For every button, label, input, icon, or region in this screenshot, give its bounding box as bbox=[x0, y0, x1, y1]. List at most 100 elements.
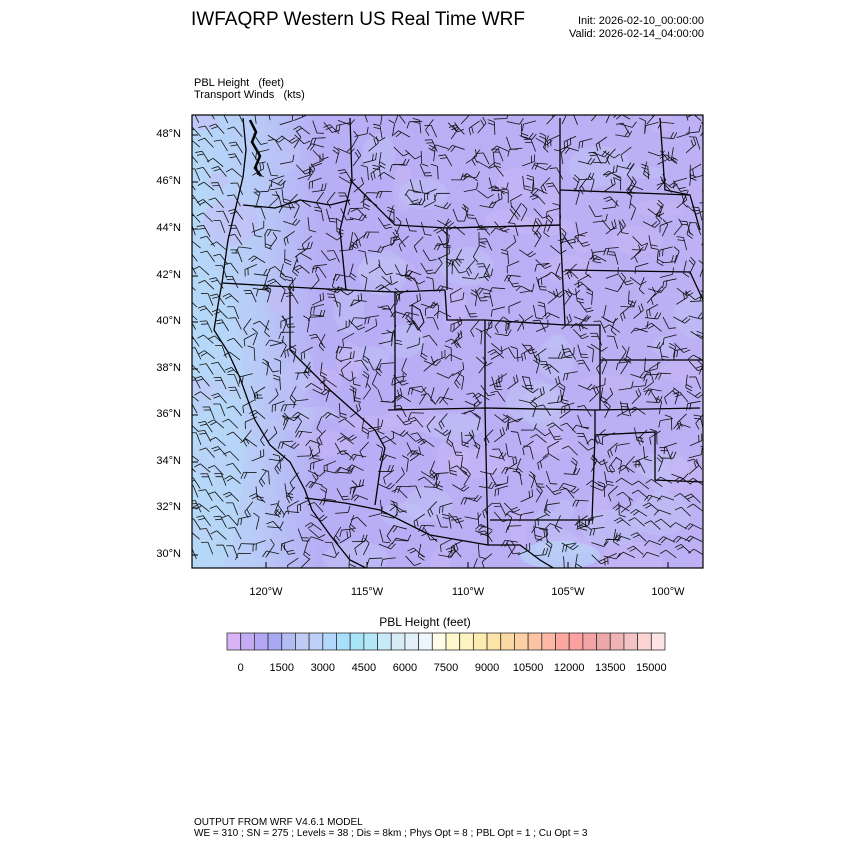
wind-barb bbox=[199, 363, 214, 375]
wind-barb bbox=[196, 212, 213, 223]
wind-barb bbox=[535, 319, 549, 332]
wind-barb bbox=[310, 273, 320, 290]
wind-barb bbox=[284, 249, 292, 266]
wind-barb bbox=[676, 193, 688, 209]
wind-barb bbox=[353, 177, 365, 193]
wind-barb bbox=[210, 293, 225, 305]
wind-barb bbox=[297, 168, 311, 180]
wind-barb bbox=[434, 202, 452, 210]
colorbar-label: 7500 bbox=[433, 662, 459, 674]
wind-barb bbox=[375, 358, 383, 376]
wind-barb bbox=[474, 288, 488, 302]
wind-barb bbox=[223, 262, 239, 274]
wind-barb bbox=[393, 287, 401, 305]
colorbar-label: 9000 bbox=[474, 662, 500, 674]
wind-barb bbox=[433, 243, 451, 251]
wind-barb bbox=[413, 236, 424, 253]
colorbar-swatch bbox=[336, 632, 351, 651]
wind-barb bbox=[620, 357, 628, 375]
wind-barb bbox=[406, 320, 422, 332]
wind-barb bbox=[578, 301, 594, 313]
wind-barb bbox=[605, 115, 610, 124]
wind-barb bbox=[252, 222, 262, 238]
wind-barb bbox=[193, 266, 210, 276]
wind-barb bbox=[662, 278, 677, 289]
wind-barb bbox=[553, 149, 564, 165]
wind-barb bbox=[426, 317, 439, 330]
wind-barb bbox=[546, 214, 554, 232]
colorbar-label: 6000 bbox=[392, 662, 418, 674]
wind-barb bbox=[424, 124, 438, 138]
wind-barb bbox=[579, 177, 588, 195]
wind-barb bbox=[539, 132, 547, 149]
wind-barb bbox=[646, 341, 664, 349]
wind-barb bbox=[422, 334, 438, 346]
wind-barb bbox=[614, 174, 622, 191]
wind-barb bbox=[601, 316, 619, 324]
wind-barb bbox=[461, 173, 478, 182]
wind-barb bbox=[576, 359, 591, 372]
wind-barb bbox=[300, 346, 313, 361]
wind-barb bbox=[673, 177, 688, 189]
wind-barb bbox=[488, 185, 505, 195]
wind-barb bbox=[532, 319, 546, 332]
wind-barb bbox=[454, 371, 462, 389]
wind-barb bbox=[368, 259, 381, 274]
wind-barb bbox=[213, 253, 229, 265]
model-version: OUTPUT FROM WRF V4.6.1 MODEL bbox=[194, 817, 363, 828]
wind-barb bbox=[393, 146, 410, 157]
wind-barb bbox=[192, 184, 196, 191]
wind-barb bbox=[482, 292, 494, 307]
wind-barb bbox=[340, 208, 354, 221]
wind-barb bbox=[230, 249, 243, 263]
wind-barb bbox=[342, 332, 355, 347]
colorbar-label: 0 bbox=[237, 662, 244, 674]
wind-barb bbox=[474, 217, 488, 230]
wind-barb bbox=[264, 319, 271, 338]
wind-barb bbox=[303, 315, 310, 333]
wind-barb bbox=[309, 137, 326, 146]
wind-barb bbox=[478, 356, 487, 374]
colorbar-swatch bbox=[267, 632, 283, 651]
wind-barb bbox=[252, 161, 265, 176]
wind-barb bbox=[363, 192, 380, 200]
wind-barb bbox=[354, 359, 369, 372]
wind-barb bbox=[433, 310, 452, 318]
wind-barb bbox=[607, 251, 619, 265]
wind-barb bbox=[192, 212, 201, 223]
wind-barb bbox=[196, 199, 214, 209]
wind-barb bbox=[350, 208, 367, 219]
wind-barb bbox=[451, 316, 463, 333]
great-salt-lake bbox=[411, 304, 425, 331]
wind-barb bbox=[555, 263, 561, 281]
wind-barb bbox=[310, 153, 324, 166]
wind-barb bbox=[268, 115, 271, 121]
wind-barb bbox=[634, 262, 649, 274]
wind-barb bbox=[577, 274, 590, 288]
wind-barb bbox=[574, 231, 588, 244]
wind-barb bbox=[504, 274, 521, 282]
wind-barb bbox=[574, 235, 591, 247]
wind-barb bbox=[432, 350, 446, 363]
wind-barb bbox=[434, 257, 443, 275]
wind-barb bbox=[326, 191, 336, 209]
wind-barb bbox=[642, 221, 661, 228]
wind-barb bbox=[521, 315, 534, 330]
wind-barb bbox=[311, 266, 327, 279]
wind-barb bbox=[390, 311, 408, 318]
wind-barb bbox=[420, 343, 428, 361]
wind-barb bbox=[685, 137, 697, 154]
wind-barb bbox=[363, 231, 380, 239]
wind-barb bbox=[377, 217, 393, 229]
wind-barb bbox=[309, 333, 324, 346]
wind-barb bbox=[223, 115, 229, 124]
wind-barb bbox=[618, 272, 626, 290]
wind-barb bbox=[558, 238, 574, 249]
boundary-line bbox=[387, 407, 701, 411]
wind-barb bbox=[529, 194, 546, 205]
wind-barb bbox=[590, 343, 608, 352]
wind-barb bbox=[618, 345, 627, 363]
wind-barb bbox=[461, 203, 469, 222]
wind-barb bbox=[606, 335, 619, 350]
wind-barb bbox=[561, 146, 579, 154]
